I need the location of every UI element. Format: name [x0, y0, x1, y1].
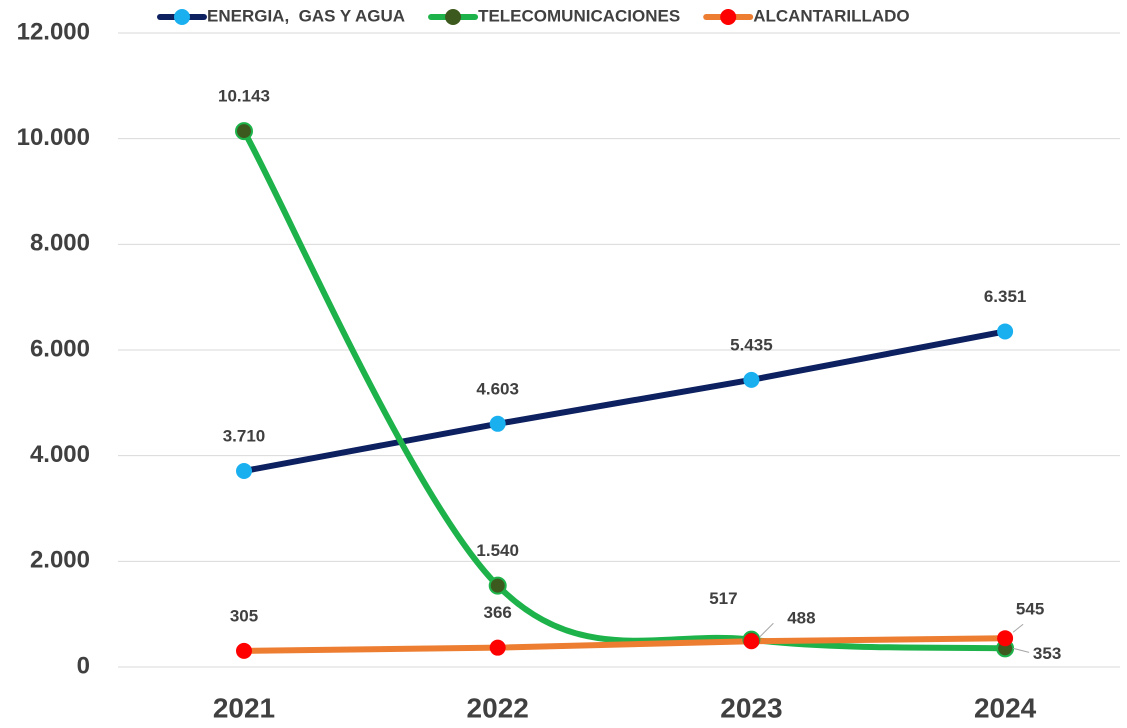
- leader-line: [759, 622, 774, 638]
- data-label: 366: [484, 603, 512, 622]
- leader-line: [1012, 647, 1030, 653]
- data-label: 10.143: [218, 87, 270, 106]
- marker: [488, 576, 507, 595]
- marker: [997, 630, 1014, 647]
- marker: [235, 122, 253, 141]
- y-tick-label: 4.000: [30, 441, 90, 468]
- y-tick-label: 2.000: [30, 547, 90, 574]
- legend-marker: [174, 9, 190, 25]
- legend-item: TELECOMUNICACIONES: [428, 6, 680, 25]
- legend-item: ENERGIA, GAS Y AGUA: [157, 6, 405, 25]
- legend-marker: [445, 9, 462, 25]
- marker: [743, 633, 760, 650]
- data-label: 1.540: [476, 541, 519, 560]
- marker: [997, 323, 1014, 340]
- data-label: 517: [709, 589, 737, 608]
- marker: [489, 415, 506, 432]
- x-tick-label: 2023: [720, 692, 782, 723]
- data-label: 5.435: [730, 335, 773, 354]
- legend-label: ALCANTARILLADO: [753, 6, 909, 25]
- y-tick-label: 6.000: [30, 335, 90, 362]
- x-tick-label: 2024: [974, 692, 1037, 723]
- series-line: [241, 128, 1009, 652]
- data-label: 305: [230, 606, 258, 625]
- marker: [236, 462, 252, 479]
- data-label: 545: [1016, 600, 1044, 619]
- data-label: 4.603: [476, 379, 519, 398]
- leader-line: [1012, 623, 1024, 633]
- legend-marker: [720, 9, 737, 25]
- y-tick-label: 10.000: [17, 124, 90, 151]
- marker: [743, 371, 760, 388]
- y-tick-label: 0: [77, 652, 90, 679]
- series-line: [241, 635, 1009, 654]
- series-line: [241, 328, 1009, 474]
- legend-label: TELECOMUNICACIONES: [478, 6, 680, 25]
- marker: [489, 639, 506, 656]
- data-label: 6.351: [984, 287, 1027, 306]
- y-tick-label: 12.000: [17, 18, 90, 45]
- data-label: 353: [1033, 644, 1061, 663]
- marker: [236, 642, 252, 659]
- legend-item: ALCANTARILLADO: [703, 6, 910, 25]
- y-tick-label: 8.000: [30, 230, 90, 257]
- data-label: 488: [787, 609, 815, 628]
- data-label: 3.710: [223, 426, 266, 445]
- x-tick-label: 2022: [467, 692, 529, 723]
- legend-label: ENERGIA, GAS Y AGUA: [207, 6, 405, 25]
- x-tick-label: 2021: [213, 692, 275, 723]
